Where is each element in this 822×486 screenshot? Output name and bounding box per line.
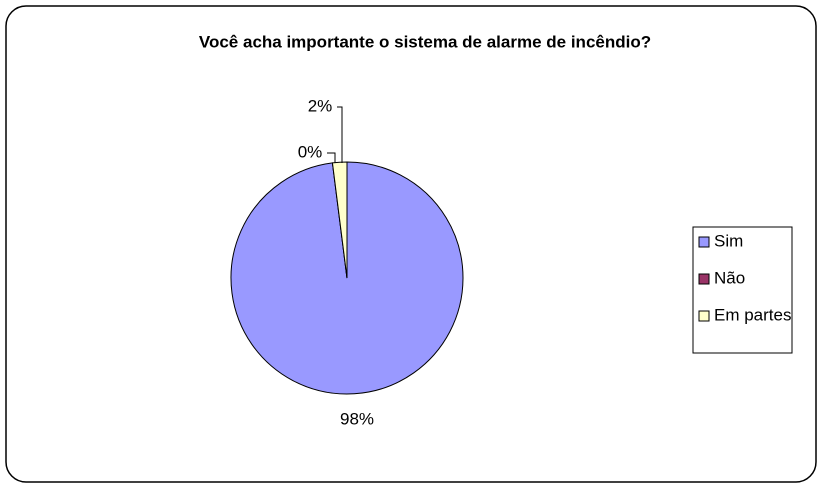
legend-swatch xyxy=(698,310,710,322)
data-label: 0% xyxy=(298,142,323,161)
legend-label: Sim xyxy=(714,231,743,250)
data-label: 2% xyxy=(308,96,333,115)
legend-swatch xyxy=(698,273,710,285)
leader-line xyxy=(327,152,336,163)
chart-title: Você acha importante o sistema de alarme… xyxy=(199,32,651,51)
pie-slice xyxy=(331,161,348,279)
legend-box xyxy=(692,226,793,354)
legend-swatch xyxy=(698,236,710,248)
legend-label: Não xyxy=(714,268,745,287)
legend-label: Em partes xyxy=(714,305,791,324)
data-label: 98% xyxy=(340,409,374,428)
leader-line xyxy=(337,106,343,163)
